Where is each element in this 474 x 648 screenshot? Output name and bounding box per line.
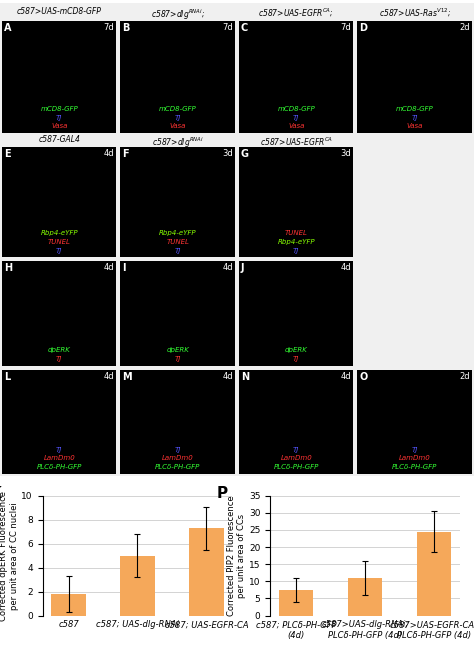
- Text: Rbp4-eYFP: Rbp4-eYFP: [277, 238, 315, 245]
- Text: 7d: 7d: [222, 23, 233, 32]
- Text: N: N: [241, 372, 249, 382]
- Text: F: F: [122, 149, 129, 159]
- Text: TUNEL: TUNEL: [285, 230, 308, 236]
- Text: A: A: [4, 23, 11, 33]
- Text: 2d: 2d: [459, 23, 470, 32]
- Text: J: J: [241, 264, 245, 273]
- Text: M: M: [122, 372, 132, 382]
- Text: Rbp4-eYFP: Rbp4-eYFP: [159, 230, 197, 236]
- Text: TJ: TJ: [293, 356, 300, 362]
- Bar: [348, 578, 382, 616]
- Text: PLCδ-PH-GFP: PLCδ-PH-GFP: [392, 465, 438, 470]
- Text: LamDm0: LamDm0: [162, 456, 193, 461]
- Text: 4d: 4d: [104, 264, 115, 272]
- Bar: [2, 261, 117, 366]
- Bar: [2, 21, 117, 133]
- Text: c587-GAL4: c587-GAL4: [38, 135, 80, 145]
- Y-axis label: Corrected dpERK Fluorescence
per unit area of CC nuclei: Corrected dpERK Fluorescence per unit ar…: [0, 491, 18, 621]
- Text: 4d: 4d: [104, 149, 115, 158]
- Text: TUNEL: TUNEL: [48, 238, 71, 245]
- Text: LamDm0: LamDm0: [44, 456, 75, 461]
- Y-axis label: Corrected PIP2 Fluorescence
per unit area of CCs: Corrected PIP2 Fluorescence per unit are…: [227, 495, 246, 616]
- Text: LamDm0: LamDm0: [281, 456, 312, 461]
- Text: 4d: 4d: [222, 264, 233, 272]
- Text: 7d: 7d: [104, 23, 115, 32]
- Text: 4d: 4d: [104, 372, 115, 381]
- Text: Vasa: Vasa: [288, 123, 304, 130]
- Text: K: K: [0, 486, 1, 501]
- Text: 3d: 3d: [341, 149, 352, 158]
- Text: TJ: TJ: [293, 446, 300, 453]
- Bar: [417, 531, 451, 616]
- Text: P: P: [217, 486, 228, 501]
- Bar: [51, 594, 86, 616]
- Text: 4d: 4d: [341, 372, 352, 381]
- Text: 7d: 7d: [341, 23, 352, 32]
- Text: TUNEL: TUNEL: [166, 238, 189, 245]
- Text: 2d: 2d: [459, 372, 470, 381]
- Bar: [2, 147, 117, 257]
- Bar: [239, 147, 354, 257]
- Text: B: B: [122, 23, 130, 33]
- Text: 4d: 4d: [222, 372, 233, 381]
- Bar: [357, 370, 472, 474]
- Text: E: E: [4, 149, 10, 159]
- Bar: [189, 528, 224, 616]
- Bar: [120, 556, 155, 616]
- Bar: [279, 590, 313, 616]
- Bar: [120, 370, 235, 474]
- Text: H: H: [4, 264, 12, 273]
- Text: TJ: TJ: [293, 248, 300, 253]
- Text: c587>UAS-Ras$^{V12}$;
UAS-mCD8-GFP: c587>UAS-Ras$^{V12}$; UAS-mCD8-GFP: [379, 7, 451, 30]
- Text: PLCδ-PH-GFP: PLCδ-PH-GFP: [273, 465, 319, 470]
- Text: dpERK: dpERK: [285, 347, 308, 353]
- Bar: [120, 261, 235, 366]
- Text: TJ: TJ: [174, 446, 181, 453]
- Text: TJ: TJ: [293, 115, 300, 121]
- Text: c587>dlg$^{RNAi}$;
UAS-mCD8-GFP: c587>dlg$^{RNAi}$; UAS-mCD8-GFP: [148, 7, 208, 32]
- Text: dpERK: dpERK: [166, 347, 189, 353]
- Bar: [357, 21, 472, 133]
- Bar: [239, 370, 354, 474]
- Text: TJ: TJ: [411, 446, 418, 453]
- Text: TJ: TJ: [174, 356, 181, 362]
- Text: PLCδ-PH-GFP: PLCδ-PH-GFP: [36, 465, 82, 470]
- Text: c587>UAS-EGFR$^{CA}$;
UAS-mCD8-GFP: c587>UAS-EGFR$^{CA}$; UAS-mCD8-GFP: [258, 7, 334, 30]
- Text: TJ: TJ: [56, 356, 63, 362]
- Bar: [2, 370, 117, 474]
- Text: L: L: [4, 372, 10, 382]
- Text: TJ: TJ: [56, 115, 63, 121]
- Bar: [120, 147, 235, 257]
- Text: C: C: [241, 23, 248, 33]
- Bar: [239, 21, 354, 133]
- Text: Vasa: Vasa: [170, 123, 186, 130]
- Text: 4d: 4d: [341, 264, 352, 272]
- Text: PLCδ-PH-GFP: PLCδ-PH-GFP: [155, 465, 201, 470]
- Text: Vasa: Vasa: [407, 123, 423, 130]
- Text: O: O: [359, 372, 368, 382]
- Text: Rbp4-eYFP: Rbp4-eYFP: [40, 230, 78, 236]
- Bar: [120, 21, 235, 133]
- Text: c587>dlg$^{RNAi}$: c587>dlg$^{RNAi}$: [152, 135, 204, 150]
- Text: mCD8-GFP: mCD8-GFP: [277, 106, 315, 111]
- Text: TJ: TJ: [411, 115, 418, 121]
- Text: TJ: TJ: [174, 248, 181, 253]
- Text: 3d: 3d: [222, 149, 233, 158]
- Text: LamDm0: LamDm0: [399, 456, 430, 461]
- Text: TJ: TJ: [56, 248, 63, 253]
- Text: G: G: [241, 149, 249, 159]
- Text: Vasa: Vasa: [51, 123, 67, 130]
- Text: dpERK: dpERK: [48, 347, 71, 353]
- Text: c587>UAS-EGFR$^{CA}$: c587>UAS-EGFR$^{CA}$: [260, 135, 333, 148]
- Bar: [239, 261, 354, 366]
- Text: mCD8-GFP: mCD8-GFP: [396, 106, 434, 111]
- Text: D: D: [359, 23, 367, 33]
- Text: I: I: [122, 264, 126, 273]
- Text: c587>UAS-mCD8-GFP: c587>UAS-mCD8-GFP: [17, 7, 102, 16]
- Text: TJ: TJ: [56, 446, 63, 453]
- Text: mCD8-GFP: mCD8-GFP: [40, 106, 78, 111]
- Text: TJ: TJ: [174, 115, 181, 121]
- Text: mCD8-GFP: mCD8-GFP: [159, 106, 197, 111]
